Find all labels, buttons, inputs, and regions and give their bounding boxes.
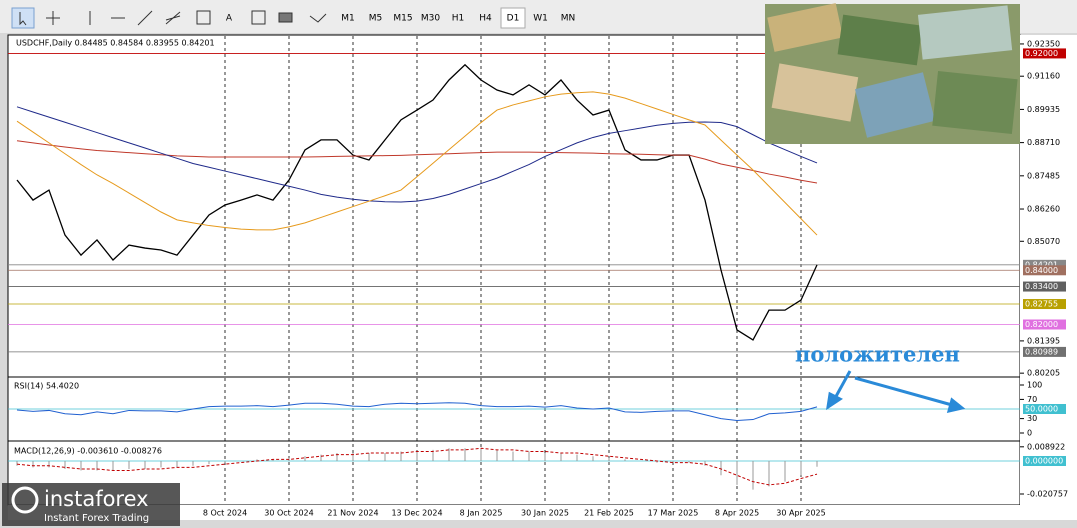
banknote [917,5,1013,60]
arrow [854,376,953,407]
money-image [765,3,1020,144]
level-label: 0.83400 [1025,282,1058,291]
y-tick-label: 0.91160 [1027,72,1060,81]
arrow [832,370,852,401]
watermark-tagline: Instant Forex Trading [44,513,149,524]
y-tick-label: 0 [1027,428,1032,437]
x-tick-label: 8 Jan 2025 [460,509,503,518]
level-label: 0.80989 [1025,347,1058,356]
level-label: 0.82000 [1025,320,1058,329]
arrowhead [825,391,843,411]
level-label-box [1023,319,1066,330]
timeframe[interactable]: M5 [369,14,383,24]
x-tick-label: 30 Apr 2025 [776,509,825,518]
level-label: 0.84000 [1025,266,1058,275]
watermark-logo [11,486,39,514]
text-tool[interactable]: A [226,14,233,24]
rsi-title: RSI(14) 54.4020 [14,382,79,391]
banknote [854,72,936,138]
y-tick-label: 0.85070 [1027,237,1060,246]
banknote [932,70,1018,135]
x-tick-label: 8 Apr 2025 [715,509,759,518]
x-tick-label: 21 Nov 2024 [327,509,378,518]
cursor-tool[interactable] [11,7,35,29]
y-tick-label: 0.80205 [1027,369,1060,378]
y-tick-label: -0.020757 [1027,489,1068,498]
level-label-box [1023,281,1066,292]
macd-title: MACD(12,26,9) -0.003610 -0.008276 [14,447,162,456]
level-label: 0.92000 [1025,49,1058,58]
plot: 8 Oct 2024 30 Oct 2024 21 Nov 2024 13 Dec 2… [8,36,1068,518]
rect-icon[interactable] [278,12,293,23]
price-axis [1020,35,1077,520]
level-label: 0.84201 [1025,260,1058,269]
level-label-box [1023,455,1066,466]
level-label: 50.0000 [1025,405,1058,414]
annotation: положителен [795,342,960,367]
arrowhead [946,397,966,414]
x-tick-label: 8 Oct 2024 [203,509,247,518]
timeframe[interactable]: H4 [479,14,492,24]
timeframe[interactable]: H1 [452,14,465,24]
cursor-icon [19,12,27,26]
x-tick-label: 30 Jan 2025 [521,509,569,518]
level-label: 0.000000 [1025,456,1063,465]
x-tick-label: 30 Oct 2024 [264,509,313,518]
banknote [767,3,843,52]
x-tick-label: 21 Feb 2025 [584,509,634,518]
chart-title: USDCHF,Daily 0.84485 0.84584 0.83955 0.8… [16,39,215,48]
x-tick-label: 13 Dec 2024 [391,509,442,518]
timeframe[interactable]: D1 [507,14,520,24]
timeframe[interactable]: M1 [341,14,355,24]
y-tick-label: 30 [1027,414,1037,423]
arrow-icon[interactable] [309,13,327,23]
y-tick-label: 0.89935 [1027,105,1060,114]
timeframe[interactable]: MN [561,14,576,24]
y-tick-label: 0.008922 [1027,442,1065,451]
tool-icons [11,7,327,29]
series-line [16,402,818,422]
y-tick-label: 0.88710 [1027,138,1060,147]
timeframes: M1 M5 M15 M30 H1 H4 D1 W1 MN [341,7,576,29]
label-icon[interactable] [251,10,266,25]
crosshair-icon[interactable] [46,11,60,25]
level-label-box [1023,259,1066,270]
level-label: 0.82755 [1025,300,1058,309]
y-tick-label: 0.86260 [1027,205,1060,214]
y-tick-label: 70 [1027,395,1037,404]
y-tick-label: 0.92350 [1027,39,1060,48]
banknote [837,14,923,66]
trendline-icon[interactable] [137,10,153,26]
watermark-brand: instaforex [44,487,149,511]
active-timeframe [500,7,526,29]
y-tick-label: 0.81395 [1027,336,1060,345]
channel-icon[interactable] [165,11,181,25]
timeframe[interactable]: W1 [533,14,548,24]
timeframe[interactable]: M30 [421,14,440,24]
series-line [16,106,818,203]
annotation-arrows [825,370,966,414]
y-tick-label: 100 [1027,381,1042,390]
x-tick-label: 17 Mar 2025 [648,509,699,518]
series-line [16,91,818,236]
series-line [16,140,818,184]
series-line [16,447,818,486]
banknote [771,63,859,122]
level-label-box [1023,299,1066,310]
level-label-box [1023,346,1066,357]
time-axis [8,505,1020,520]
level-label-box [1023,404,1066,414]
fibo-icon[interactable] [196,10,211,25]
y-tick-label: 0.87485 [1027,171,1060,180]
level-label-box [1023,48,1066,59]
level-label-box [1023,265,1066,276]
timeframe[interactable]: M15 [393,14,412,24]
